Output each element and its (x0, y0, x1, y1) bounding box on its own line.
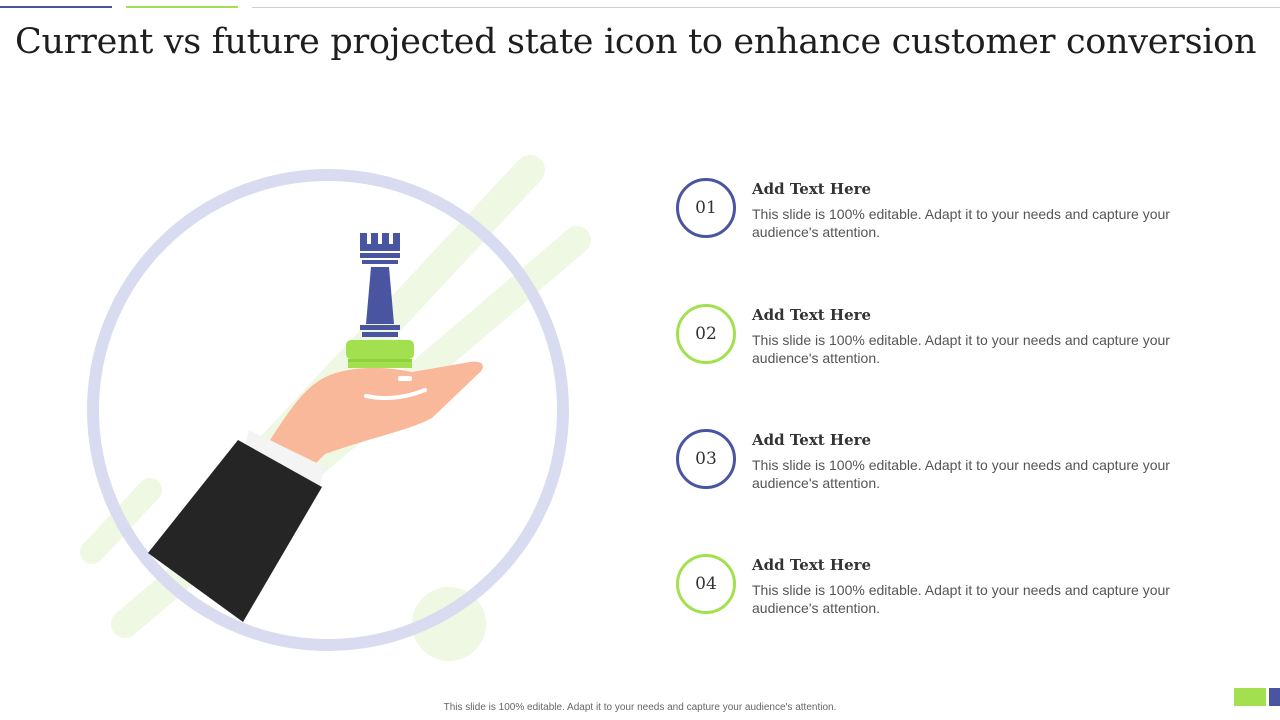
item-description: This slide is 100% editable. Adapt it to… (752, 332, 1170, 366)
rook-body (366, 267, 394, 324)
list-item-04: 04 Add Text Here This slide is 100% edit… (676, 554, 1216, 624)
rook-neck (362, 260, 398, 264)
number-badge: 01 (676, 178, 736, 238)
sleeve-shape (148, 440, 322, 622)
footer-note: This slide is 100% editable. Adapt it to… (443, 702, 837, 713)
hand-holding-rook-illustration (80, 155, 591, 661)
corner-accent-green (1234, 688, 1266, 706)
top-accent-line-blue (0, 6, 112, 8)
hand-icon (148, 361, 483, 622)
top-divider-line (252, 7, 1280, 8)
item-description: This slide is 100% editable. Adapt it to… (752, 582, 1170, 616)
number-badge: 02 (676, 304, 736, 364)
rook-base-rim (348, 359, 412, 362)
hand-shape (270, 361, 483, 464)
list-item-01: 01 Add Text Here This slide is 100% edit… (676, 178, 1216, 248)
rook-base-rim (348, 362, 412, 368)
top-accent-line-green (126, 6, 238, 8)
thumb-highlight (364, 388, 427, 400)
item-title: Add Text Here (752, 556, 872, 574)
list-item-03: 03 Add Text Here This slide is 100% edit… (676, 429, 1216, 499)
frame-circle (87, 169, 569, 651)
rook-chess-piece-icon (346, 233, 414, 368)
item-description: This slide is 100% editable. Adapt it to… (752, 206, 1170, 240)
rook-battlement (360, 233, 367, 244)
rook-ring (360, 325, 400, 330)
number-badge: 03 (676, 429, 736, 489)
rook-battlement (371, 233, 378, 244)
corner-accent-blue (1269, 688, 1280, 706)
item-title: Add Text Here (752, 180, 872, 198)
rook-battlement (393, 233, 400, 244)
rook-crown (360, 244, 400, 251)
slide-title: Current vs future projected state icon t… (15, 22, 1257, 62)
cuff-shape (242, 430, 325, 492)
rook-base (346, 340, 414, 359)
number-badge: 04 (676, 554, 736, 614)
rook-battlement (382, 233, 389, 244)
rook-ring (362, 332, 398, 337)
rook-neck (360, 253, 400, 258)
item-title: Add Text Here (752, 306, 872, 324)
item-title: Add Text Here (752, 431, 872, 449)
list-item-02: 02 Add Text Here This slide is 100% edit… (676, 304, 1216, 374)
item-description: This slide is 100% editable. Adapt it to… (752, 457, 1170, 491)
nail-highlight (398, 376, 412, 381)
